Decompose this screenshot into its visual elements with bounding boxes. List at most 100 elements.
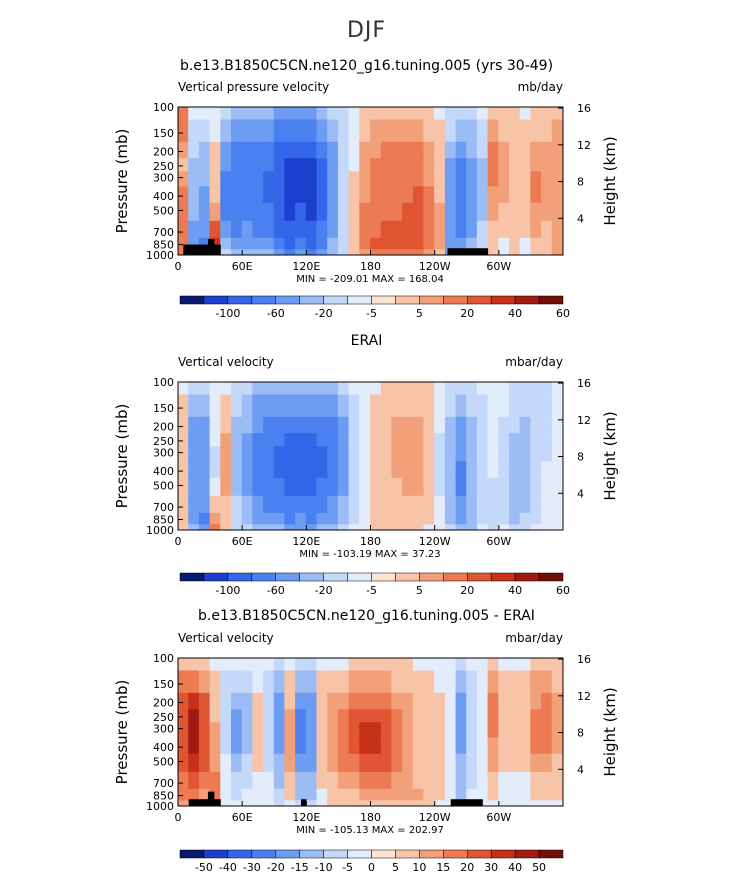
heat-cell xyxy=(295,186,307,204)
heat-cell xyxy=(284,433,297,448)
heat-cell xyxy=(551,433,563,448)
heat-cell xyxy=(220,670,232,694)
heat-cell xyxy=(209,382,222,396)
heat-cell xyxy=(444,461,457,479)
heat-cell xyxy=(337,670,350,694)
heat-cell xyxy=(412,382,425,396)
heat-cell xyxy=(295,107,307,121)
heat-cell xyxy=(370,461,382,479)
heat-cell xyxy=(444,416,457,435)
heat-cell xyxy=(263,186,275,204)
heat-cell xyxy=(541,658,553,672)
heat-cell xyxy=(434,800,446,806)
heat-cell xyxy=(198,186,211,204)
heat-cell xyxy=(327,171,339,188)
heat-cell xyxy=(402,658,414,672)
heat-cell xyxy=(412,524,425,530)
heat-cell xyxy=(370,722,382,739)
heat-cell xyxy=(370,658,382,672)
colorbar-label: 20 xyxy=(460,861,474,872)
heat-cell xyxy=(541,709,553,724)
heat-cell xyxy=(402,107,414,121)
heat-cell xyxy=(391,394,404,418)
heat-cell xyxy=(241,709,254,724)
heat-cell xyxy=(434,416,446,435)
heat-cell xyxy=(530,658,543,672)
heat-cell xyxy=(466,753,478,773)
heat-cell xyxy=(284,495,297,514)
heat-cell xyxy=(519,709,532,724)
heat-cell xyxy=(337,237,350,251)
heat-cell xyxy=(198,753,211,773)
colorbar-box xyxy=(395,572,420,582)
heat-cell xyxy=(530,186,543,204)
heat-cell xyxy=(519,382,532,396)
heat-cell xyxy=(295,788,307,802)
heat-cell xyxy=(541,771,553,790)
heat-cell xyxy=(541,394,553,418)
heat-cell xyxy=(252,171,265,188)
heat-cell xyxy=(551,382,563,396)
heat-cell xyxy=(316,658,329,672)
heat-cell xyxy=(423,461,436,479)
heat-cell xyxy=(476,495,489,514)
heat-cell xyxy=(241,433,254,448)
y-tick-label: 300 xyxy=(153,172,174,185)
colorbar-box xyxy=(443,572,468,582)
heat-cell xyxy=(487,416,500,435)
heat-cell xyxy=(455,433,468,448)
heat-cell xyxy=(348,800,361,806)
heat-cell xyxy=(370,119,382,143)
heat-cell xyxy=(370,171,382,188)
heat-cell xyxy=(209,512,222,526)
heat-cell xyxy=(327,249,339,255)
y-tick-label: 150 xyxy=(153,127,174,140)
colorbar-box xyxy=(395,849,420,859)
heat-cell xyxy=(263,446,275,463)
heat-cell xyxy=(198,461,211,479)
heat-cell xyxy=(188,753,200,773)
heat-cell xyxy=(252,186,265,204)
heat-cell xyxy=(519,477,532,497)
heat-cell xyxy=(188,382,200,396)
heat-cell xyxy=(509,524,521,530)
heat-cell xyxy=(455,158,468,173)
heat-cell xyxy=(455,753,468,773)
heat-cell xyxy=(231,119,243,143)
heat-cell xyxy=(476,788,489,802)
heat-cell xyxy=(519,771,532,790)
heat-cell xyxy=(530,158,543,173)
heat-cell xyxy=(316,202,329,222)
heat-cell xyxy=(380,692,393,711)
heat-cell xyxy=(284,446,297,463)
heat-cell xyxy=(231,249,243,255)
heat-cell xyxy=(498,220,510,239)
heat-cell xyxy=(220,446,232,463)
heat-cell xyxy=(231,512,243,526)
heat-cell xyxy=(188,220,200,239)
heat-cell xyxy=(519,158,532,173)
x-tick-label: 120W xyxy=(419,535,451,548)
heat-cell xyxy=(391,416,404,435)
heat-cell xyxy=(241,107,254,121)
heat-cell xyxy=(423,722,436,739)
heat-cell xyxy=(509,119,521,143)
heat-cell xyxy=(305,158,318,173)
heat-cell xyxy=(370,737,382,755)
heat-cell xyxy=(273,433,286,448)
heat-cell xyxy=(178,722,190,739)
heat-cell xyxy=(541,524,553,530)
y2-tick-label: 16 xyxy=(577,102,591,115)
heat-cell xyxy=(487,158,500,173)
x-tick-label: 120E xyxy=(292,260,320,273)
heat-cell xyxy=(348,788,361,802)
heat-cell xyxy=(402,670,414,694)
heat-cell xyxy=(359,800,371,806)
heat-cell xyxy=(316,141,329,160)
heat-cell xyxy=(198,171,211,188)
heat-cell xyxy=(370,788,382,802)
heat-cell xyxy=(252,461,265,479)
heat-cell xyxy=(498,670,510,694)
heat-cell xyxy=(273,220,286,239)
heat-cell xyxy=(541,670,553,694)
